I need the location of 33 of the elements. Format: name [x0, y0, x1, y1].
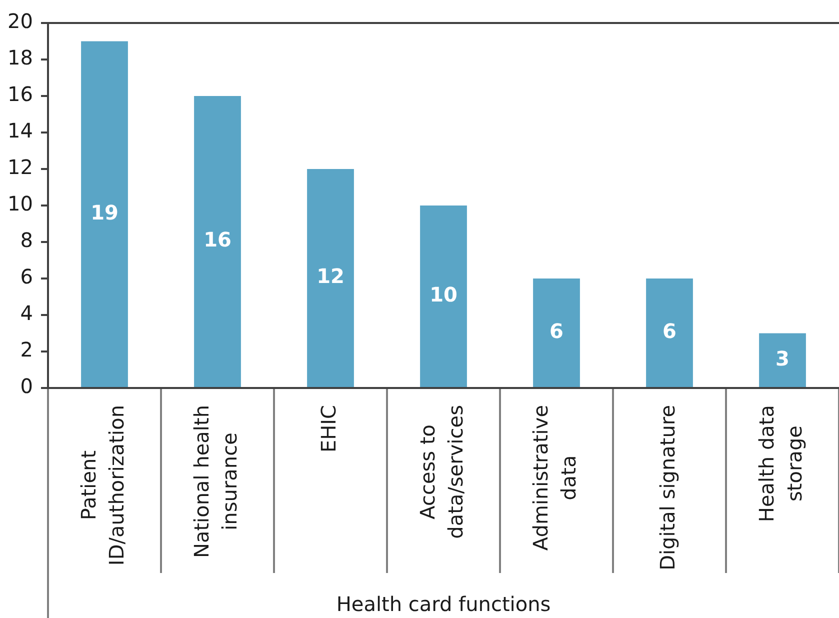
y-tick-label: 6 [20, 264, 33, 289]
y-tick-label: 12 [8, 155, 33, 180]
data-label: 6 [662, 318, 676, 343]
y-tick-label: 16 [8, 82, 33, 106]
y-tick-label: 0 [20, 374, 33, 398]
data-label: 10 [430, 282, 458, 306]
data-label: 3 [776, 346, 790, 370]
bar [81, 41, 128, 387]
x-tick-label: Digital signature [656, 404, 680, 570]
x-tick-label: Access to data/services [416, 404, 468, 539]
data-label: 19 [90, 200, 118, 224]
y-tick-label: 14 [8, 118, 33, 143]
x-tick-label: National health insurance [190, 404, 242, 558]
x-tick-label: Patient ID/authorization [76, 404, 129, 566]
bar [307, 169, 354, 387]
y-tick-label: 10 [8, 192, 33, 216]
data-label: 6 [550, 318, 564, 343]
x-axis-title: Health card functions [336, 592, 551, 616]
y-tick-label: 4 [20, 301, 33, 326]
bar [533, 278, 580, 387]
y-tick-label: 8 [20, 228, 33, 252]
bar [646, 278, 693, 387]
y-tick-label: 2 [20, 338, 33, 362]
bar [759, 333, 806, 387]
bar [420, 206, 467, 387]
y-tick-label: 20 [8, 9, 33, 34]
y-tick-label: 18 [8, 46, 33, 70]
bar [194, 96, 241, 387]
x-tick-label: EHIC [316, 404, 341, 453]
x-tick-label: Administrative data [528, 405, 581, 551]
data-label: 16 [204, 228, 232, 252]
data-label: 12 [316, 264, 344, 288]
x-tick-label: Health data storage [754, 404, 807, 522]
